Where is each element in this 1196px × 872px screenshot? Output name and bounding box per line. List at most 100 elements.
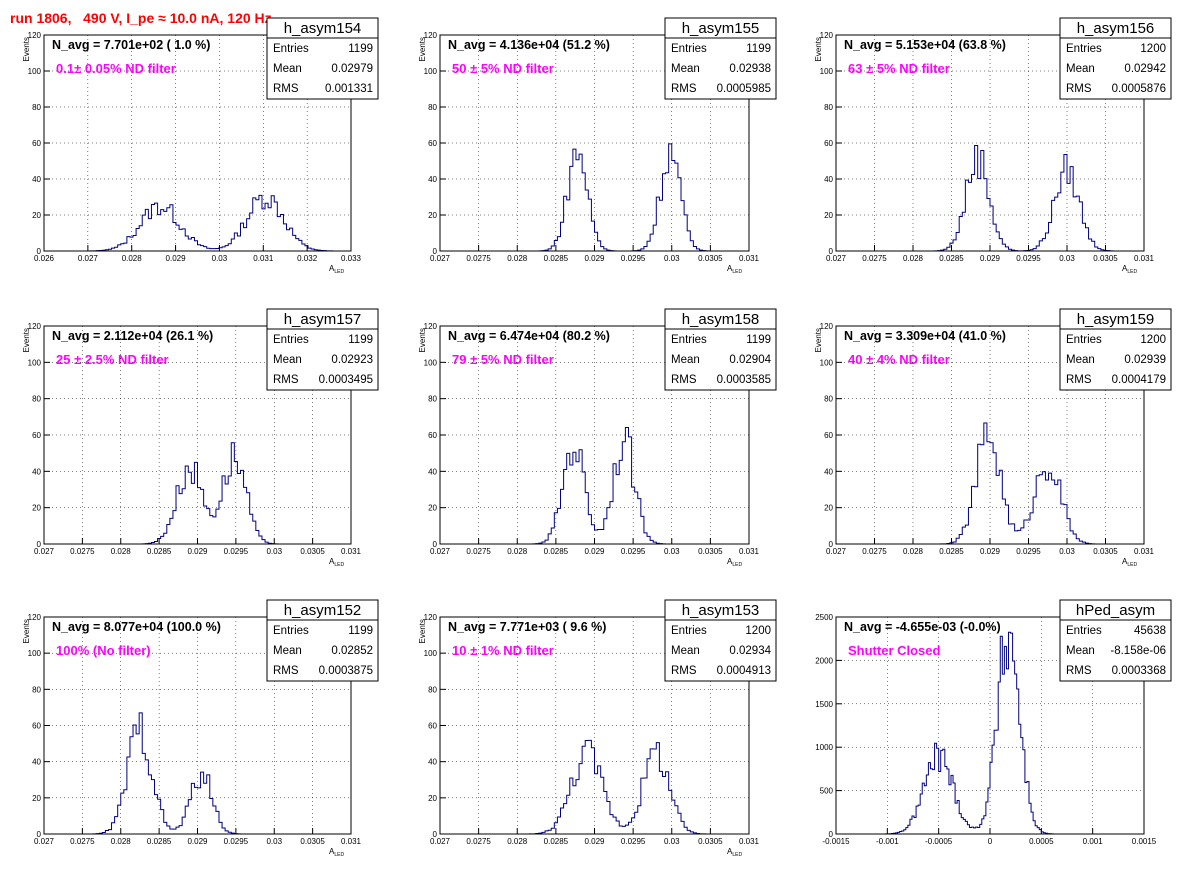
x-tick-label: 0 (988, 837, 993, 846)
stats-value: 0.0004179 (1112, 374, 1166, 386)
stats-label: RMS (273, 665, 299, 677)
x-tick-label: 0.0305 (698, 837, 723, 846)
histogram-panel: 0.027 0.0275 0.028 0.0285 0.029 0.0295 0.03 0.0… (22, 308, 379, 568)
x-tick-label: 0.033 (341, 254, 362, 263)
x-axis-label: ALED (1122, 557, 1137, 568)
histogram-name: hPed_asym (1076, 602, 1155, 619)
y-tick-label: 0 (433, 247, 438, 256)
x-tick-label: 0.03 (1059, 547, 1075, 556)
x-tick-label: 0.027 (430, 837, 451, 846)
y-tick-label: 80 (32, 103, 41, 112)
y-tick-label: 20 (32, 211, 41, 220)
stats-value: 0.02979 (331, 63, 373, 75)
x-tick-label: 0.0305 (698, 254, 723, 263)
x-tick-label: 0.031 (1134, 254, 1155, 263)
x-tick-label: 0.0305 (1093, 254, 1118, 263)
stats-value: 0.02904 (729, 354, 771, 366)
x-tick-label: 0.0285 (544, 837, 569, 846)
x-tick-label: 0.0275 (70, 837, 95, 846)
x-tick-label: 0.001 (1083, 837, 1104, 846)
navg-label: N_avg = 7.771e+03 ( 9.6 %) (448, 620, 606, 634)
navg-label: N_avg = 2.112e+04 (26.1 %) (52, 329, 213, 343)
y-tick-label: 40 (428, 758, 437, 767)
x-tick-label: 0.029 (980, 547, 1001, 556)
stats-box (1059, 619, 1172, 682)
stats-value: 0.001331 (325, 83, 373, 95)
stats-label: Entries (671, 625, 707, 637)
stats-box (1059, 37, 1172, 100)
y-axis-label: Events (418, 328, 427, 352)
y-tick-label: 1000 (815, 743, 833, 752)
stats-box (664, 328, 777, 391)
x-tick-label: 0.0295 (621, 547, 646, 556)
histogram-panel: 0.026 0.027 0.028 0.029 0.03 0.031 0.032 0.033 0… (22, 17, 379, 275)
stats-value: 0.0003495 (319, 374, 373, 386)
x-tick-label: -0.001 (876, 837, 899, 846)
x-tick-label: 0.027 (826, 254, 847, 263)
stats-value: 1199 (746, 334, 771, 346)
filter-label: 0.1± 0.05% ND filter (56, 61, 176, 76)
x-tick-label: 0.0285 (147, 547, 172, 556)
stats-value: -8.158e-06 (1110, 645, 1166, 657)
stats-box (266, 328, 379, 391)
x-tick-label: 0.0005 (1029, 837, 1054, 846)
x-tick-label: 0.028 (111, 547, 132, 556)
y-tick-label: 0 (829, 247, 834, 256)
stats-box (266, 619, 379, 682)
y-axis-label: Events (418, 619, 427, 643)
y-tick-label: 40 (428, 467, 437, 476)
y-tick-label: 100 (424, 358, 438, 367)
stats-label: RMS (671, 374, 697, 386)
y-tick-label: 100 (424, 649, 438, 658)
y-tick-label: 0 (433, 830, 438, 839)
x-tick-label: 0.026 (34, 254, 55, 263)
y-tick-label: 60 (428, 431, 437, 440)
stats-value: 0.02852 (331, 645, 373, 657)
y-tick-label: 40 (824, 467, 833, 476)
stats-label: RMS (671, 665, 697, 677)
histogram-panel: 0.027 0.0275 0.028 0.0285 0.029 0.0295 0.03 0.0… (418, 599, 777, 858)
stats-value: 0.0003875 (319, 665, 373, 677)
x-tick-label: 0.0295 (1016, 547, 1041, 556)
x-tick-label: 0.029 (166, 254, 187, 263)
stats-value: 1200 (745, 625, 771, 637)
stats-value: 0.02939 (1124, 354, 1166, 366)
y-tick-label: 100 (820, 358, 834, 367)
x-tick-label: 0.029 (980, 254, 1001, 263)
x-tick-label: 0.028 (507, 254, 528, 263)
x-tick-label: 0.0305 (698, 547, 723, 556)
x-tick-label: 0.0015 (1132, 837, 1157, 846)
stats-label: Entries (1066, 43, 1102, 55)
navg-label: N_avg = -4.655e-03 (-0.0%) (844, 620, 1001, 634)
stats-value: 0.0005985 (717, 83, 771, 95)
x-tick-label: 0.03 (212, 254, 228, 263)
stats-label: Mean (1066, 645, 1095, 657)
stats-label: Mean (273, 645, 302, 657)
y-tick-label: 100 (28, 358, 42, 367)
x-tick-label: 0.028 (507, 837, 528, 846)
y-tick-label: 60 (32, 722, 41, 731)
x-tick-label: 0.0285 (544, 547, 569, 556)
histogram-panel: 0.027 0.0275 0.028 0.0285 0.029 0.0295 0.03 0.0… (418, 308, 777, 568)
filter-label: 40 ± 4% ND filter (848, 352, 950, 367)
x-tick-label: 0.03 (664, 837, 680, 846)
y-tick-label: 120 (424, 31, 438, 40)
x-tick-label: 0.0285 (939, 254, 964, 263)
y-tick-label: 60 (32, 431, 41, 440)
filter-label: 79 ± 5% ND filter (452, 352, 554, 367)
stats-label: Mean (671, 354, 700, 366)
histogram-line (44, 442, 351, 545)
histogram-panel: -0.0015 -0.001 -0.0005 0 0.0005 0.001 0.0015 0 5… (815, 599, 1172, 846)
stats-label: Entries (1066, 334, 1102, 346)
histogram-name: h_asym152 (284, 602, 362, 619)
y-tick-label: 2500 (815, 613, 833, 622)
x-tick-label: 0.03 (664, 254, 680, 263)
x-tick-label: 0.029 (584, 837, 605, 846)
x-axis-label: ALED (727, 847, 742, 858)
navg-label: N_avg = 7.701e+02 ( 1.0 %) (52, 38, 210, 52)
y-tick-label: 20 (824, 211, 833, 220)
navg-label: N_avg = 5.153e+04 (63.8 %) (844, 38, 1006, 52)
y-tick-label: 80 (32, 395, 41, 404)
y-tick-label: 20 (428, 794, 437, 803)
x-tick-label: 0.03 (664, 547, 680, 556)
